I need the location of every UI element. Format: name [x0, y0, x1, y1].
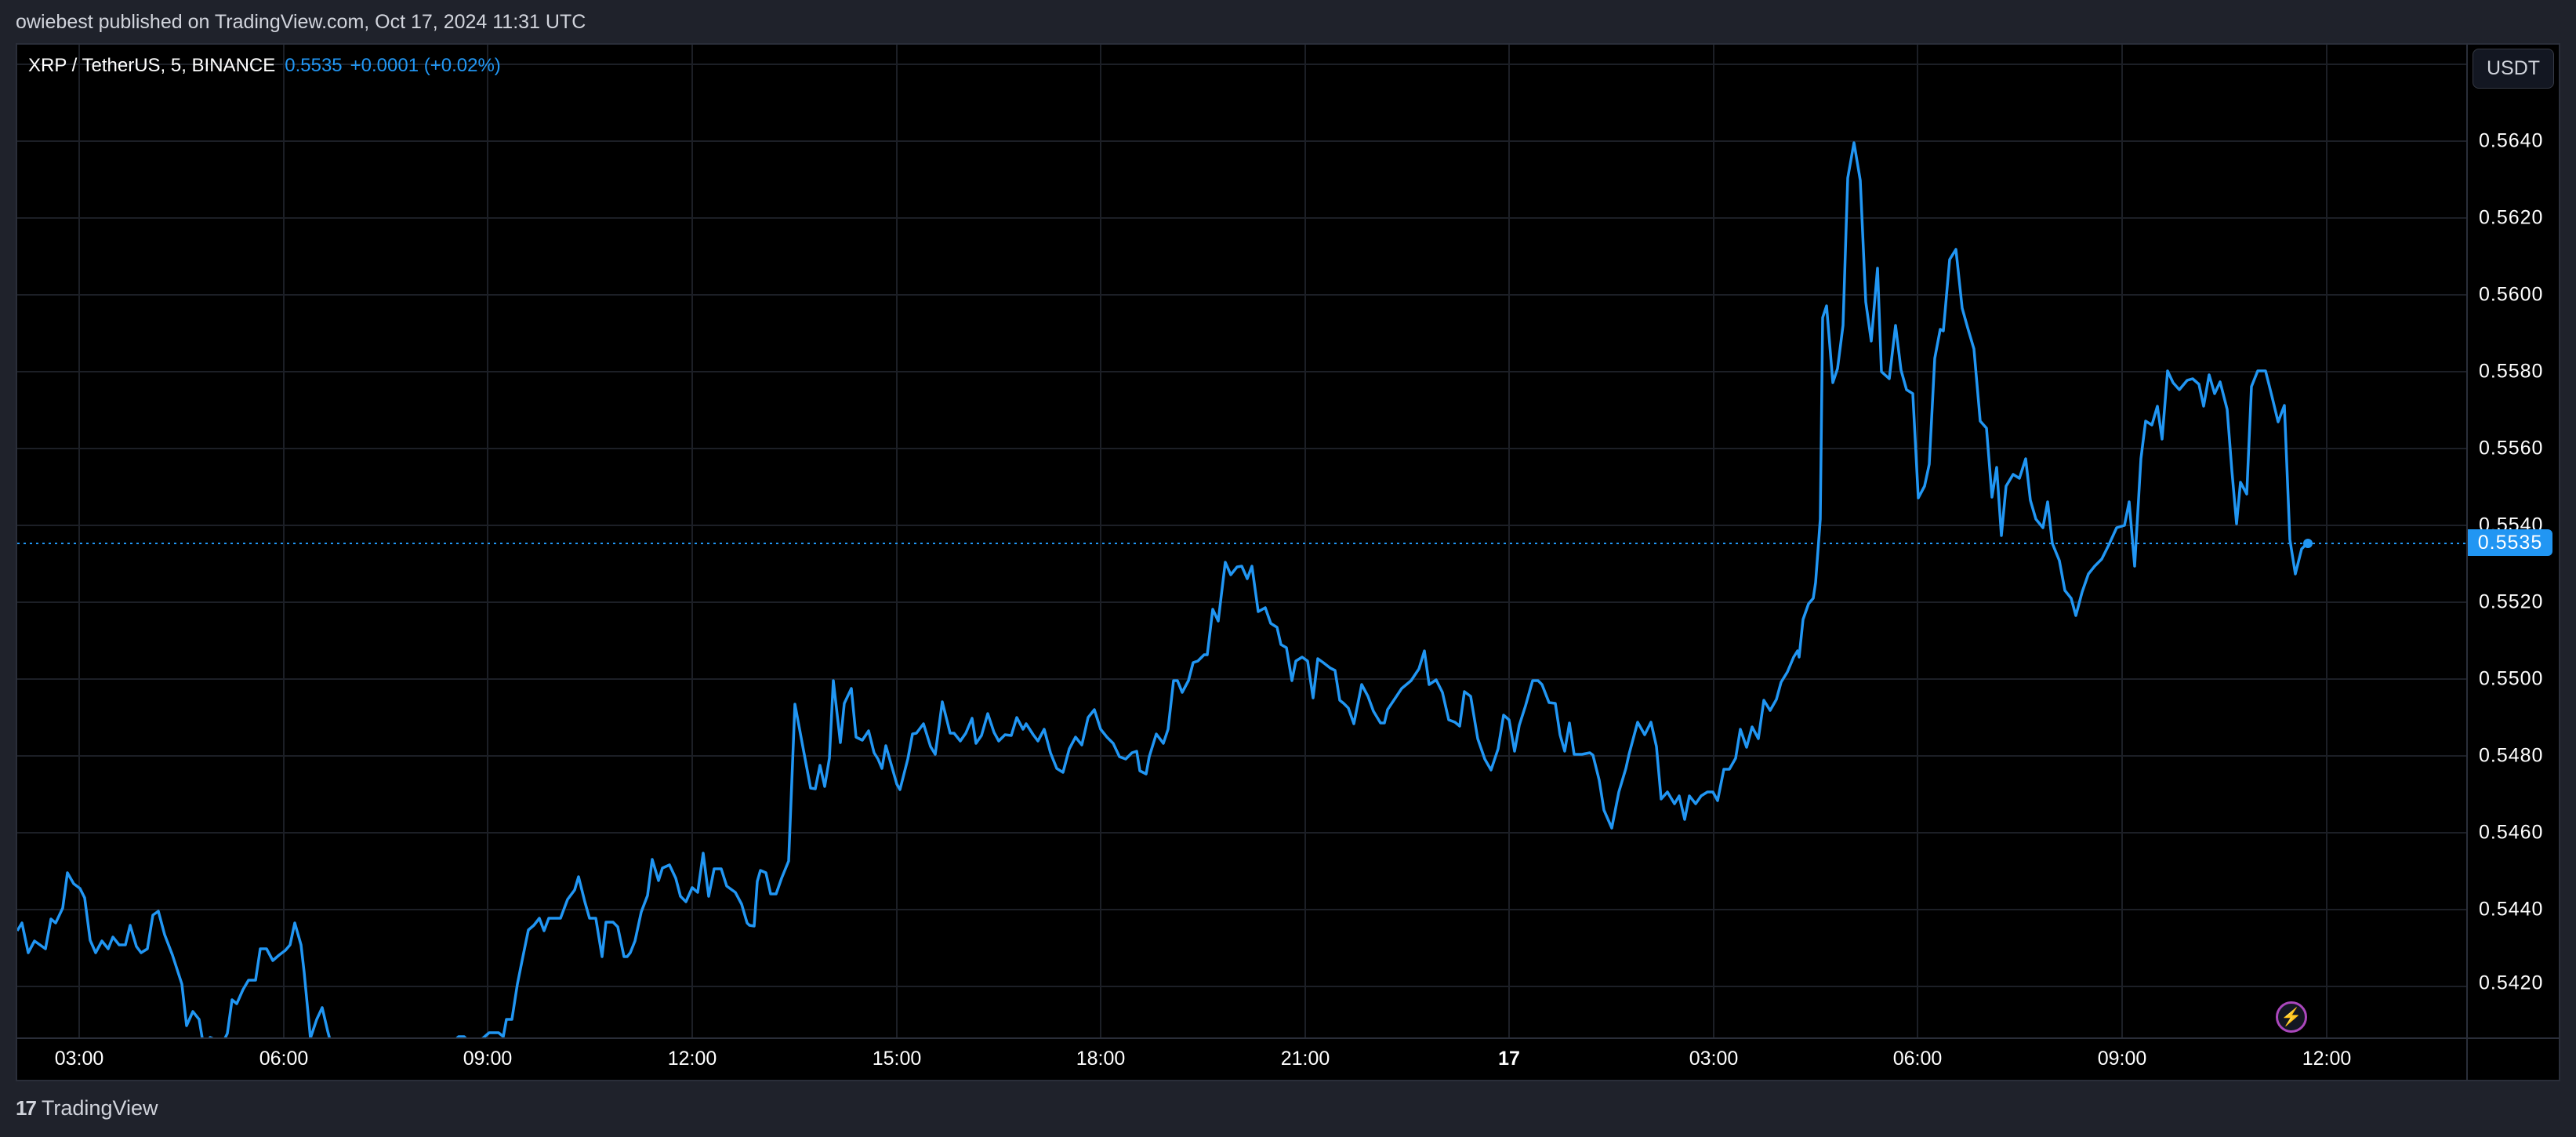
x-tick: 09:00	[2097, 1048, 2147, 1070]
x-tick: 15:00	[872, 1048, 922, 1070]
x-tick: 12:00	[2302, 1048, 2352, 1070]
grid-lines	[17, 45, 2466, 1037]
price-line	[17, 141, 2309, 1037]
x-tick: 09:00	[463, 1048, 513, 1070]
y-tick: 0.5480	[2479, 744, 2544, 767]
y-tick: 0.5600	[2479, 283, 2544, 306]
price-change: +0.0001 (+0.02%)	[350, 55, 501, 76]
time-axis-border	[16, 1037, 2560, 1039]
brand-name: TradingView	[41, 1096, 158, 1120]
tradingview-logo-icon: 17	[16, 1096, 37, 1120]
publish-header: owiebest published on TradingView.com, O…	[16, 11, 586, 33]
currency-button[interactable]: USDT	[2473, 49, 2554, 89]
y-tick: 0.5440	[2479, 898, 2544, 921]
x-tick: 03:00	[1689, 1048, 1739, 1070]
price-axis-border	[2466, 43, 2468, 1081]
y-tick: 0.5520	[2479, 590, 2544, 613]
symbol-legend[interactable]: XRP / TetherUS, 5, BINANCE 0.5535 +0.0001 …	[28, 55, 501, 77]
x-tick: 06:00	[259, 1048, 309, 1070]
y-tick: 0.5620	[2479, 206, 2544, 229]
footer-branding[interactable]: 17 TradingView	[16, 1096, 158, 1121]
last-price: 0.5535	[285, 55, 343, 76]
x-tick: 06:00	[1892, 1048, 1943, 1070]
y-tick: 0.5640	[2479, 129, 2544, 152]
x-tick-day: 17	[1498, 1048, 1520, 1070]
current-price-dot	[2303, 539, 2313, 548]
x-tick: 03:00	[54, 1048, 104, 1070]
x-tick: 12:00	[667, 1048, 717, 1070]
y-tick: 0.5460	[2479, 821, 2544, 844]
last-price-badge: 0.5535	[2468, 529, 2552, 556]
y-tick: 0.5500	[2479, 667, 2544, 690]
y-tick: 0.5420	[2479, 972, 2544, 994]
lightning-icon[interactable]: ⚡	[2276, 1001, 2307, 1033]
y-tick: 0.5580	[2479, 360, 2544, 383]
symbol-name: XRP / TetherUS, 5, BINANCE	[28, 55, 276, 76]
y-tick: 0.5560	[2479, 437, 2544, 460]
x-tick: 18:00	[1076, 1048, 1126, 1070]
x-tick: 21:00	[1280, 1048, 1330, 1070]
